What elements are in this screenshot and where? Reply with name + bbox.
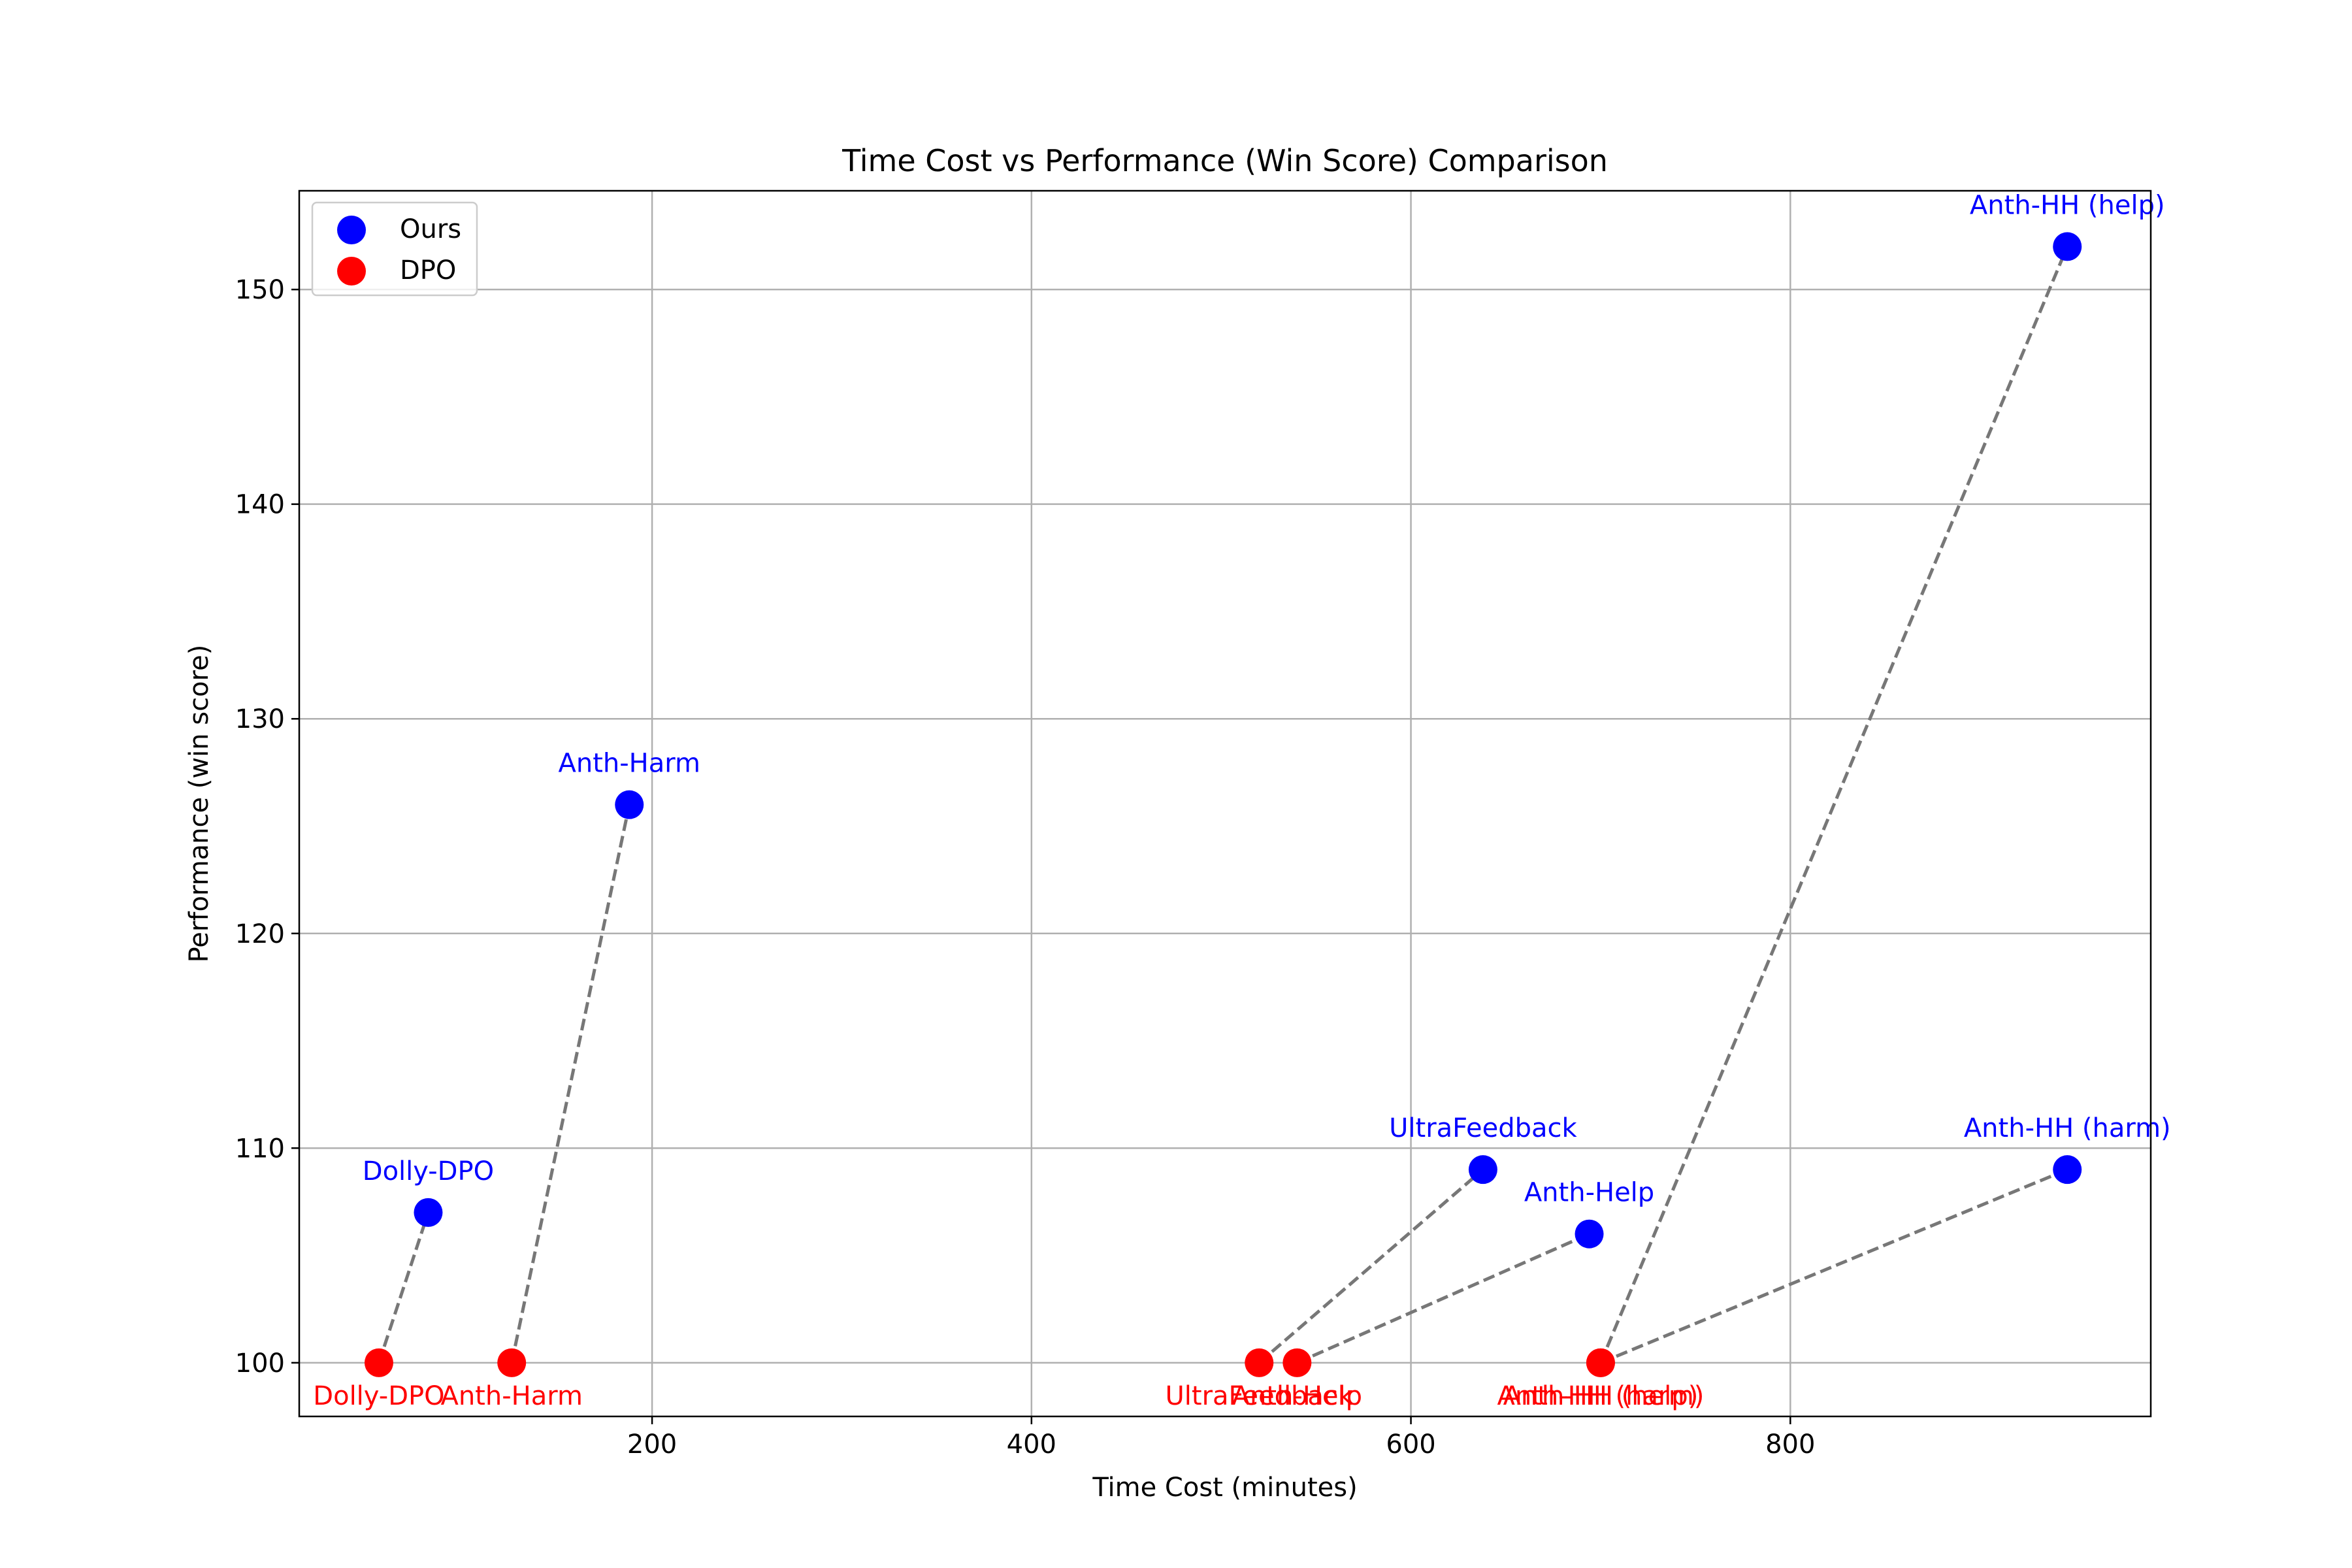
y-tick-label: 120 xyxy=(235,919,285,949)
point-ours xyxy=(1575,1219,1604,1249)
legend-marker-ours xyxy=(337,216,366,244)
legend-marker-dpo xyxy=(337,257,366,286)
x-tick-label: 800 xyxy=(1765,1429,1815,1460)
point-ours xyxy=(2053,232,2082,261)
point-label-ours: UltraFeedback xyxy=(1389,1113,1577,1143)
point-label-dpo: Anth-Harm xyxy=(440,1381,582,1411)
point-dpo xyxy=(1282,1348,1312,1377)
point-ours xyxy=(2053,1155,2082,1184)
point-dpo xyxy=(497,1348,527,1377)
point-label-dpo: UltraFeedback xyxy=(1166,1381,1354,1411)
point-label-ours: Anth-HH (help) xyxy=(1970,190,2165,220)
point-ours xyxy=(615,790,644,819)
point-ours xyxy=(414,1198,443,1227)
y-tick-label: 130 xyxy=(235,704,285,734)
legend: Ours DPO xyxy=(311,201,478,297)
connector-line xyxy=(377,1212,430,1364)
connector-line xyxy=(510,804,631,1364)
point-label-ours: Anth-Help xyxy=(1524,1178,1654,1208)
x-tick-label: 400 xyxy=(1007,1429,1056,1460)
point-dpo xyxy=(364,1348,393,1377)
grid xyxy=(299,191,2151,1416)
point-dpo xyxy=(1245,1348,1274,1377)
point-dpo xyxy=(1586,1348,1615,1377)
plot-frame xyxy=(298,189,2152,1418)
y-tick-label: 100 xyxy=(235,1348,285,1379)
connectors xyxy=(377,246,2069,1365)
x-tick-label: 600 xyxy=(1386,1429,1435,1460)
x-tick-label: 200 xyxy=(627,1429,677,1460)
axis-ticks: 200 400 600 800 100 110 120 130 140 150 xyxy=(235,275,1816,1460)
point-ours xyxy=(1468,1155,1497,1184)
point-label-ours: Anth-HH (harm) xyxy=(1964,1113,2171,1143)
point-label-dpo: Anth-Help xyxy=(1232,1381,1362,1411)
point-label-ours: Dolly-DPO xyxy=(363,1156,494,1186)
x-axis-label: Time Cost (minutes) xyxy=(1092,1473,1357,1503)
connector-line xyxy=(1599,246,2069,1364)
y-tick-label: 110 xyxy=(235,1134,285,1164)
legend-label-ours: Ours xyxy=(400,214,461,244)
chart-title: Time Cost vs Performance (Win Score) Com… xyxy=(841,143,1608,178)
legend-label-dpo: DPO xyxy=(400,255,456,286)
data-points xyxy=(364,232,2082,1377)
connector-line xyxy=(1296,1232,1590,1365)
point-label-dpo: Anth-HH (harm) xyxy=(1497,1381,1705,1411)
y-axis-label: Performance (win score) xyxy=(184,645,214,963)
connector-line xyxy=(1258,1168,1484,1364)
point-label-dpo: Dolly-DPO xyxy=(313,1381,444,1411)
point-label-dpo: Anth-HH (help) xyxy=(1503,1381,1699,1411)
y-tick-label: 150 xyxy=(235,275,285,305)
point-label-ours: Anth-Harm xyxy=(558,749,700,779)
y-tick-label: 140 xyxy=(235,490,285,520)
point-labels: Dolly-DPOAnth-HarmUltraFeedbackAnth-Help… xyxy=(313,190,2170,1411)
